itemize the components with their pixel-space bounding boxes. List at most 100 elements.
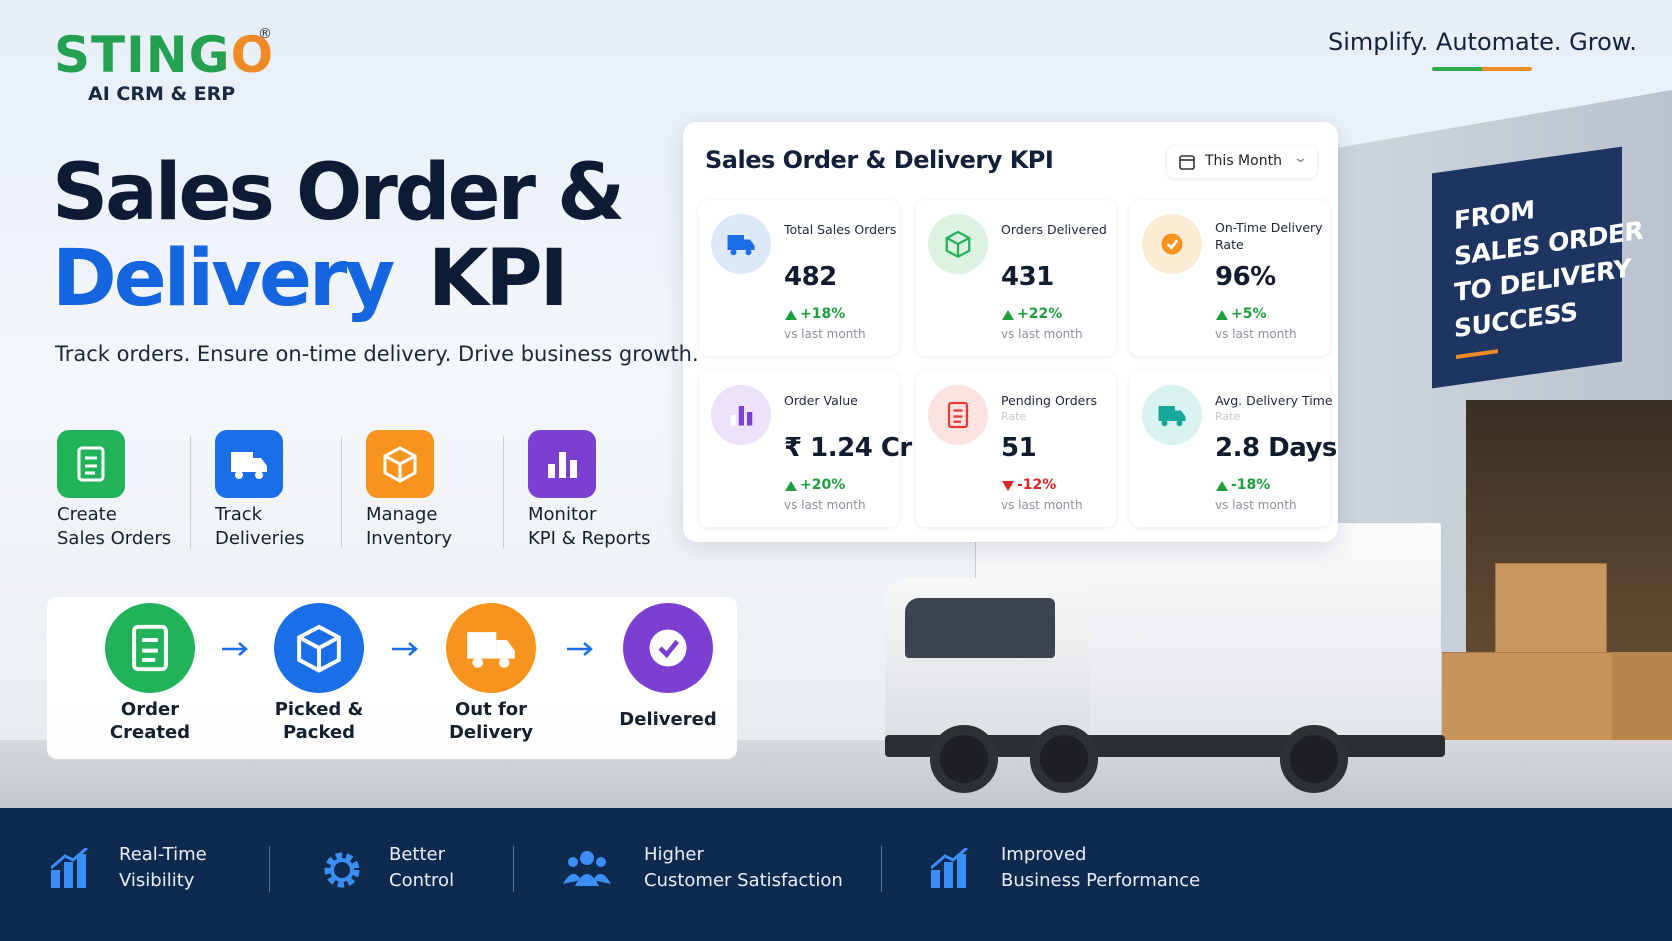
flow-arrow bbox=[221, 642, 248, 656]
chevron: ⌄ bbox=[1292, 151, 1309, 166]
flow-icon bbox=[105, 603, 195, 693]
benefit-icon bbox=[51, 848, 88, 888]
kpi-card: On-Time Delivery Rate 96% +5% vs last month bbox=[1130, 200, 1330, 356]
kpi-label: Orders Delivered bbox=[1001, 222, 1107, 237]
divider bbox=[190, 436, 191, 548]
hero-title: KPI bbox=[428, 234, 569, 324]
feature-label: Sales Orders bbox=[57, 528, 172, 549]
wheel bbox=[1280, 725, 1348, 793]
flow-label: Created bbox=[109, 722, 191, 743]
brand-mark: ® bbox=[258, 26, 272, 42]
wheel bbox=[930, 725, 998, 793]
kpi-card: Orders Delivered 431 +22% vs last month bbox=[916, 200, 1116, 356]
brand-name: STINGO bbox=[54, 26, 275, 84]
kpi-value: ₹ 1.24 Cr bbox=[784, 433, 912, 463]
slogan: Simplify. Automate. Grow. bbox=[1328, 28, 1637, 56]
period-filter[interactable]: This Month ⌄ bbox=[1167, 146, 1317, 178]
box bbox=[1495, 563, 1607, 653]
brand-tagline: AI CRM & ERP bbox=[88, 83, 236, 105]
feature-icon bbox=[366, 430, 434, 498]
flow-panel: Order Created Picked & Packed Out for Deliver… bbox=[47, 597, 737, 759]
flow-icon bbox=[274, 603, 364, 693]
kpi-note: vs last month bbox=[1215, 327, 1297, 341]
kpi-note: vs last month bbox=[784, 498, 866, 512]
dashboard-title: Sales Order & Delivery KPI bbox=[705, 146, 1054, 174]
kpi-icon bbox=[711, 214, 771, 274]
kpi-icon bbox=[928, 385, 988, 445]
feature-label: Create bbox=[57, 504, 117, 525]
kpi-change: -18% bbox=[1231, 477, 1271, 493]
divider bbox=[503, 436, 504, 548]
benefit-label: Visibility bbox=[119, 870, 195, 891]
period-label: This Month bbox=[1205, 153, 1282, 169]
trend-arrow bbox=[1216, 310, 1228, 320]
trend-arrow bbox=[1216, 481, 1228, 491]
benefit-label: Real-Time bbox=[119, 844, 207, 865]
flow-label: Packed bbox=[282, 722, 356, 743]
hero-title-accent: Delivery bbox=[52, 234, 395, 324]
benefit-label: Customer Satisfaction bbox=[644, 870, 843, 891]
benefit-label: Control bbox=[389, 870, 455, 891]
sign-accent bbox=[1456, 349, 1498, 359]
kpi-icon bbox=[711, 385, 771, 445]
divider bbox=[341, 436, 342, 548]
kpi-change: +22% bbox=[1017, 306, 1063, 322]
feature-label: KPI & Reports bbox=[528, 528, 651, 549]
flow-arrow bbox=[566, 642, 593, 656]
kpi-label: Total Sales Orders bbox=[784, 222, 897, 237]
kpi-label-faint: Rate bbox=[1215, 410, 1241, 423]
trend-arrow bbox=[785, 310, 797, 320]
flow-label: Delivery bbox=[448, 722, 534, 743]
flow-icon bbox=[623, 603, 713, 693]
flow-icon bbox=[446, 603, 536, 693]
kpi-label: Avg. Delivery Time bbox=[1215, 393, 1333, 408]
benefits-bar: Real-Time Visibility Better Control Higher Cu… bbox=[0, 808, 1672, 941]
divider bbox=[269, 846, 270, 892]
kpi-label: Order Value bbox=[784, 393, 858, 408]
kpi-label: Pending Orders bbox=[1001, 393, 1097, 408]
kpi-card: Pending Orders Rate 51 -12% vs last month bbox=[916, 371, 1116, 527]
feature-icon bbox=[215, 430, 283, 498]
kpi-change: +5% bbox=[1231, 306, 1267, 322]
wheel bbox=[1030, 725, 1098, 793]
kpi-note: vs last month bbox=[784, 327, 866, 341]
feature-label: Track bbox=[215, 504, 263, 525]
kpi-note: vs last month bbox=[1215, 498, 1297, 512]
flow-label: Order bbox=[120, 699, 180, 720]
divider bbox=[513, 846, 514, 892]
kpi-icon bbox=[1142, 214, 1202, 274]
benefit-label: Improved bbox=[1001, 844, 1087, 865]
kpi-card: Avg. Delivery Time Rate 2.8 Days -18% vs las… bbox=[1130, 371, 1337, 527]
benefit-label: Better bbox=[389, 844, 446, 865]
sign-board: FROM SALES ORDER TO DELIVERY SUCCESS bbox=[1432, 146, 1643, 389]
kpi-value: 482 bbox=[784, 262, 837, 292]
kpi-note: vs last month bbox=[1001, 327, 1083, 341]
trend-arrow bbox=[1002, 481, 1014, 491]
kpi-change: +18% bbox=[800, 306, 846, 322]
kpi-value: 51 bbox=[1001, 433, 1037, 463]
trend-arrow bbox=[1002, 310, 1014, 320]
feature-label: Inventory bbox=[366, 528, 452, 549]
flow-label: Out for bbox=[454, 699, 528, 720]
kpi-label-faint: Rate bbox=[1001, 410, 1027, 423]
truck-window bbox=[905, 598, 1055, 658]
kpi-change: -12% bbox=[1017, 477, 1057, 493]
kpi-card: Order Value ₹ 1.24 Cr +20% vs last month bbox=[699, 371, 912, 527]
benefit-label: Business Performance bbox=[1001, 870, 1201, 891]
benefit-label: Higher bbox=[644, 844, 704, 865]
hero-title: Sales Order & bbox=[52, 148, 625, 238]
feature-icon bbox=[57, 430, 125, 498]
dashboard-card: Sales Order & Delivery KPI This Month ⌄ Tot… bbox=[683, 122, 1338, 542]
feature-label: Deliveries bbox=[215, 528, 305, 549]
feature-label: Manage bbox=[366, 504, 438, 525]
kpi-note: vs last month bbox=[1001, 498, 1083, 512]
slogan-underline bbox=[1432, 67, 1532, 71]
kpi-value: 431 bbox=[1001, 262, 1054, 292]
flow-label: Delivered bbox=[619, 709, 717, 730]
flow-arrow bbox=[392, 642, 418, 656]
hero-subtitle: Track orders. Ensure on-time delivery. D… bbox=[55, 342, 699, 366]
kpi-icon bbox=[1142, 385, 1202, 445]
kpi-value: 96% bbox=[1215, 262, 1276, 292]
trend-arrow bbox=[785, 481, 797, 491]
